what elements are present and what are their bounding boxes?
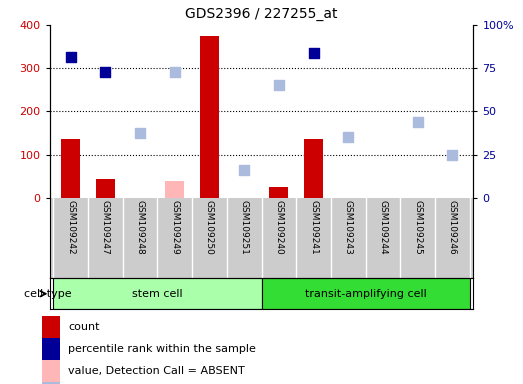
- Text: GSM109242: GSM109242: [66, 200, 75, 255]
- Text: GSM109246: GSM109246: [448, 200, 457, 255]
- Text: count: count: [68, 322, 99, 332]
- Text: GSM109245: GSM109245: [413, 200, 422, 255]
- Point: [448, 152, 457, 158]
- Text: GSM109250: GSM109250: [205, 200, 214, 255]
- Bar: [42, 338, 60, 360]
- Point: [136, 130, 144, 136]
- Text: GSM109249: GSM109249: [170, 200, 179, 255]
- Text: cell type: cell type: [24, 289, 71, 299]
- Text: value, Detection Call = ABSENT: value, Detection Call = ABSENT: [68, 366, 245, 376]
- Text: GSM109244: GSM109244: [379, 200, 388, 255]
- Bar: [42, 360, 60, 382]
- Text: GSM109248: GSM109248: [135, 200, 144, 255]
- Point: [101, 70, 109, 76]
- Text: GSM109243: GSM109243: [344, 200, 353, 255]
- Text: percentile rank within the sample: percentile rank within the sample: [68, 344, 256, 354]
- Text: GSM109247: GSM109247: [101, 200, 110, 255]
- Point: [240, 167, 248, 173]
- Text: stem cell: stem cell: [132, 289, 183, 299]
- Bar: [269, 187, 288, 198]
- Bar: [262, 278, 470, 309]
- Text: GSM109251: GSM109251: [240, 200, 248, 255]
- Point: [66, 54, 75, 60]
- Point: [170, 70, 179, 76]
- Bar: [42, 316, 60, 338]
- Title: GDS2396 / 227255_at: GDS2396 / 227255_at: [185, 7, 338, 21]
- Bar: [42, 382, 60, 384]
- Point: [275, 83, 283, 89]
- Text: GSM109240: GSM109240: [275, 200, 283, 255]
- Bar: [96, 179, 115, 198]
- Text: transit-amplifying cell: transit-amplifying cell: [305, 289, 427, 299]
- Bar: [61, 139, 80, 198]
- Bar: [53, 278, 262, 309]
- Point: [310, 50, 318, 56]
- Bar: [200, 36, 219, 198]
- Bar: [165, 181, 184, 198]
- Point: [414, 119, 422, 125]
- Point: [344, 134, 353, 140]
- Bar: [304, 139, 323, 198]
- Text: GSM109241: GSM109241: [309, 200, 318, 255]
